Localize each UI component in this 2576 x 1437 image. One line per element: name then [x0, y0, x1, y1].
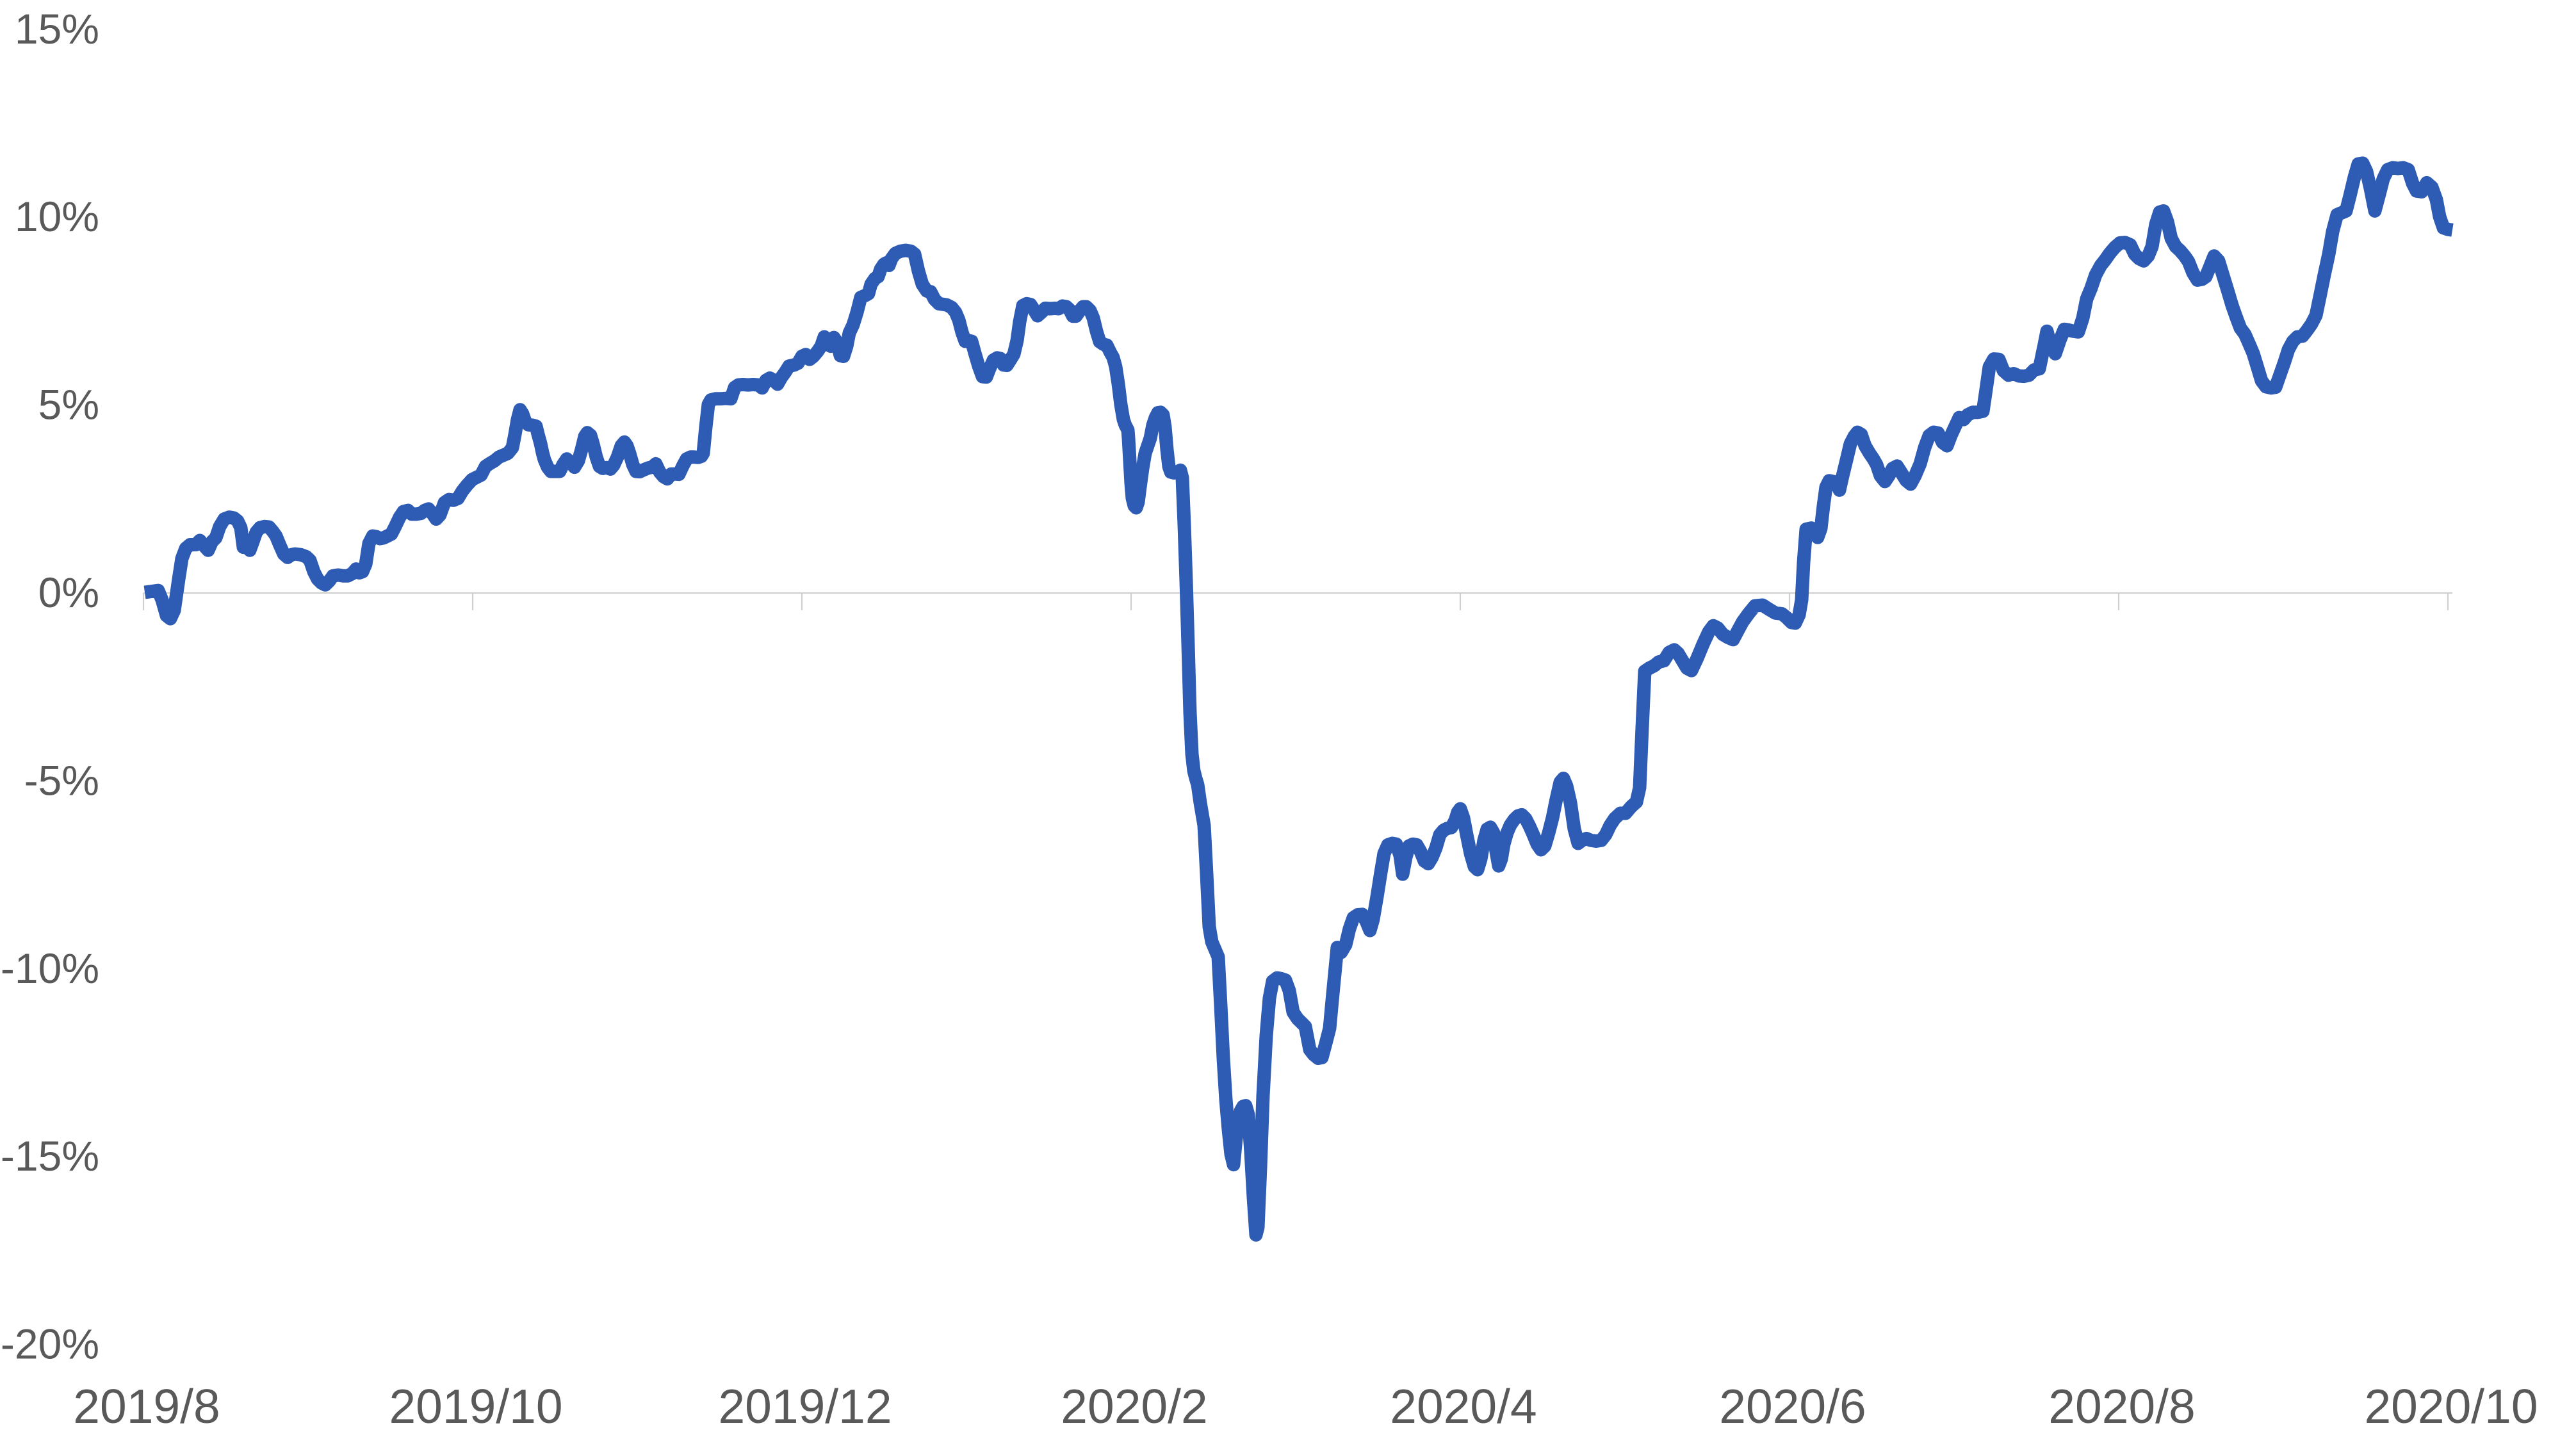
svg-text:-15%: -15% [1, 1132, 99, 1180]
svg-text:-20%: -20% [1, 1320, 99, 1368]
svg-text:-10%: -10% [1, 945, 99, 992]
svg-text:2019/8: 2019/8 [73, 1379, 220, 1433]
svg-text:2019/10: 2019/10 [389, 1379, 562, 1433]
svg-text:2020/8: 2020/8 [2048, 1379, 2195, 1433]
svg-text:10%: 10% [15, 193, 99, 240]
svg-text:5%: 5% [38, 381, 99, 428]
svg-text:2020/4: 2020/4 [1390, 1379, 1537, 1433]
svg-text:0%: 0% [38, 569, 99, 616]
svg-text:2020/6: 2020/6 [1719, 1379, 1866, 1433]
svg-text:15%: 15% [15, 5, 99, 53]
svg-text:2020/2: 2020/2 [1061, 1379, 1207, 1433]
svg-text:2019/12: 2019/12 [718, 1379, 892, 1433]
svg-text:2020/10: 2020/10 [2364, 1379, 2538, 1433]
svg-text:-5%: -5% [24, 756, 99, 804]
